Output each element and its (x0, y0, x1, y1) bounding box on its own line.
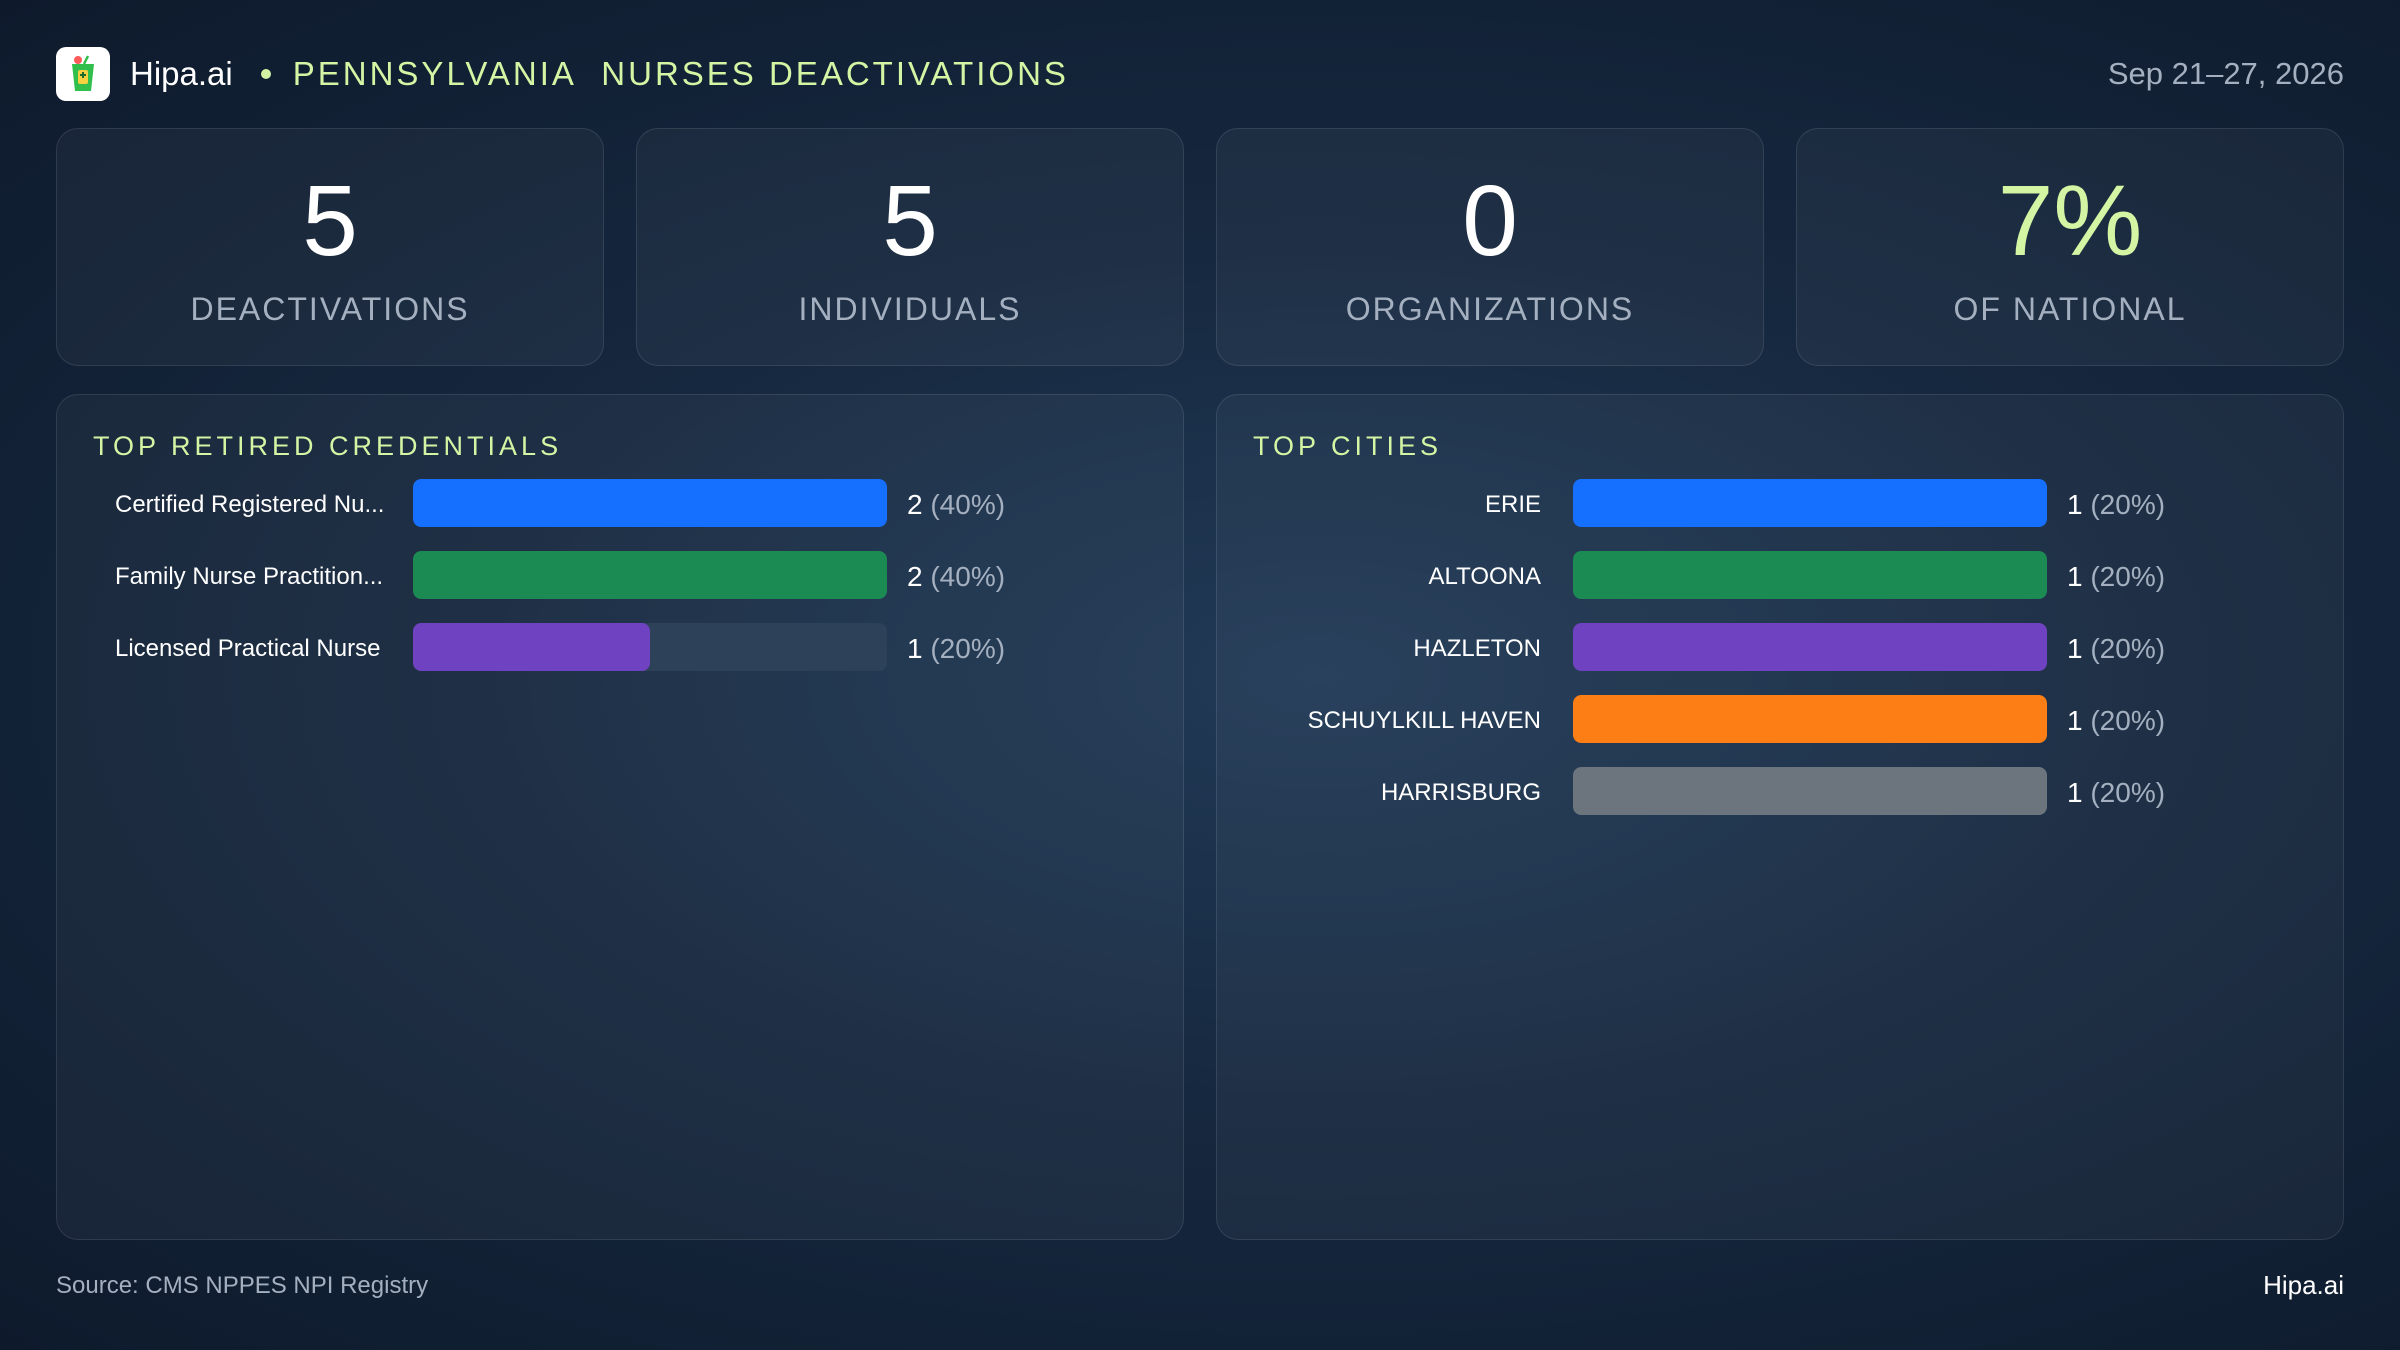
bar-percent: (20%) (2090, 489, 2166, 520)
kpi-card-individuals: 5 INDIVIDUALS (636, 128, 1184, 366)
kpi-card-organizations: 0 ORGANIZATIONS (1216, 128, 1764, 366)
bar-value-label: 1 (20%) (2067, 705, 2165, 737)
kpi-value: 5 (882, 165, 938, 277)
bar-percent: (20%) (2090, 633, 2166, 664)
bar-value-label: 2 (40%) (907, 489, 1005, 521)
separator-dot-icon (260, 69, 271, 79)
bar-track (1573, 551, 2047, 599)
bar-track (1573, 623, 2047, 671)
bar (413, 623, 650, 671)
bar (413, 479, 887, 527)
bar-label: Certified Registered Nu... (115, 491, 385, 518)
bar-label: ERIE (1484, 491, 1541, 518)
bar-percent: (40%) (930, 489, 1006, 520)
bar-value-label: 2 (40%) (907, 561, 1005, 593)
panel-title: TOP CITIES (1253, 431, 1443, 461)
bar-row: HARRISBURG 1 (20%) (1217, 767, 2343, 839)
header: Hipa.ai PENNSYLVANIA NURSES DEACTIVATION… (56, 46, 2344, 102)
kpi-card-national-share: 7% OF NATIONAL (1796, 128, 2344, 366)
kpi-label: DEACTIVATIONS (190, 291, 470, 327)
bar-row: Certified Registered Nu... 2 (40%) (57, 479, 1183, 551)
source-note: Source: CMS NPPES NPI Registry (56, 1272, 429, 1299)
kpi-label: INDIVIDUALS (798, 291, 1022, 327)
kpi-value: 7% (1997, 165, 2143, 277)
bar-value-label: 1 (20%) (2067, 561, 2165, 593)
bar (413, 551, 887, 599)
bar-value: 2 (907, 489, 923, 520)
bar-value-label: 1 (20%) (2067, 777, 2165, 809)
bar-label: HAZLETON (1413, 635, 1541, 662)
panel-title: TOP RETIRED CREDENTIALS (93, 431, 563, 461)
bar-track (413, 623, 887, 671)
kpi-label: ORGANIZATIONS (1345, 291, 1635, 327)
bar-value-label: 1 (20%) (2067, 633, 2165, 665)
bar-percent: (20%) (2090, 777, 2166, 808)
bar (1573, 767, 2047, 815)
bar-track (1573, 695, 2047, 743)
bar-value: 1 (2067, 777, 2083, 808)
bar-percent: (20%) (930, 633, 1006, 664)
bar-value: 1 (907, 633, 923, 664)
bar-percent: (40%) (930, 561, 1006, 592)
kpi-card-deactivations: 5 DEACTIVATIONS (56, 128, 604, 366)
state-title: PENNSYLVANIA (292, 55, 577, 92)
bar-value: 1 (2067, 561, 2083, 592)
bar-row: Licensed Practical Nurse 1 (20%) (57, 623, 1183, 695)
bar-value-label: 1 (20%) (907, 633, 1005, 665)
bar-label: ALTOONA (1428, 563, 1541, 590)
bar (1573, 551, 2047, 599)
spacer (577, 55, 601, 93)
bar-percent: (20%) (2090, 705, 2166, 736)
bar-row: Family Nurse Practition... 2 (40%) (57, 551, 1183, 623)
credentials-panel: TOP RETIRED CREDENTIALS Certified Regist… (56, 394, 1184, 1240)
brand-name: Hipa.ai (130, 55, 233, 92)
bar-track (413, 479, 887, 527)
bar-value-label: 1 (20%) (2067, 489, 2165, 521)
cities-bar-list: ERIE 1 (20%) ALTOONA 1 (20%) HAZLETON 1 (20%)… (1217, 479, 2343, 839)
cities-panel: TOP CITIES ERIE 1 (20%) ALTOONA 1 (20%) HAZL… (1216, 394, 2344, 1240)
credentials-bar-list: Certified Registered Nu... 2 (40%) Family … (57, 479, 1183, 695)
bar-value: 2 (907, 561, 923, 592)
bar-track (1573, 767, 2047, 815)
bar-percent: (20%) (2090, 561, 2166, 592)
bar-row: HAZLETON 1 (20%) (1217, 623, 2343, 695)
bar-label: HARRISBURG (1380, 779, 1541, 806)
bar-label: SCHUYLKILL HAVEN (1307, 707, 1541, 734)
bar-row: ERIE 1 (20%) (1217, 479, 2343, 551)
kpi-row: 5 DEACTIVATIONS 5 INDIVIDUALS 0 ORGANIZA… (56, 128, 2344, 366)
report-subtitle: NURSES DEACTIVATIONS (601, 55, 1069, 92)
date-range: Sep 21–27, 2026 (2107, 56, 2344, 91)
bar-value: 1 (2067, 489, 2083, 520)
bar (1573, 479, 2047, 527)
bar-label: Licensed Practical Nurse (115, 635, 381, 662)
bar-value: 1 (2067, 705, 2083, 736)
bar-value: 1 (2067, 633, 2083, 664)
bar (1573, 695, 2047, 743)
kpi-value: 5 (302, 165, 358, 277)
hipa-logo-icon (56, 47, 110, 101)
bar-row: SCHUYLKILL HAVEN 1 (20%) (1217, 695, 2343, 767)
kpi-value: 0 (1462, 165, 1518, 277)
bar-track (413, 551, 887, 599)
footer-brand: Hipa.ai (2263, 1270, 2344, 1300)
bar-row: ALTOONA 1 (20%) (1217, 551, 2343, 623)
kpi-label: OF NATIONAL (1953, 291, 2187, 327)
bar-label: Family Nurse Practition... (115, 563, 384, 590)
bar-track (1573, 479, 2047, 527)
bar (1573, 623, 2047, 671)
